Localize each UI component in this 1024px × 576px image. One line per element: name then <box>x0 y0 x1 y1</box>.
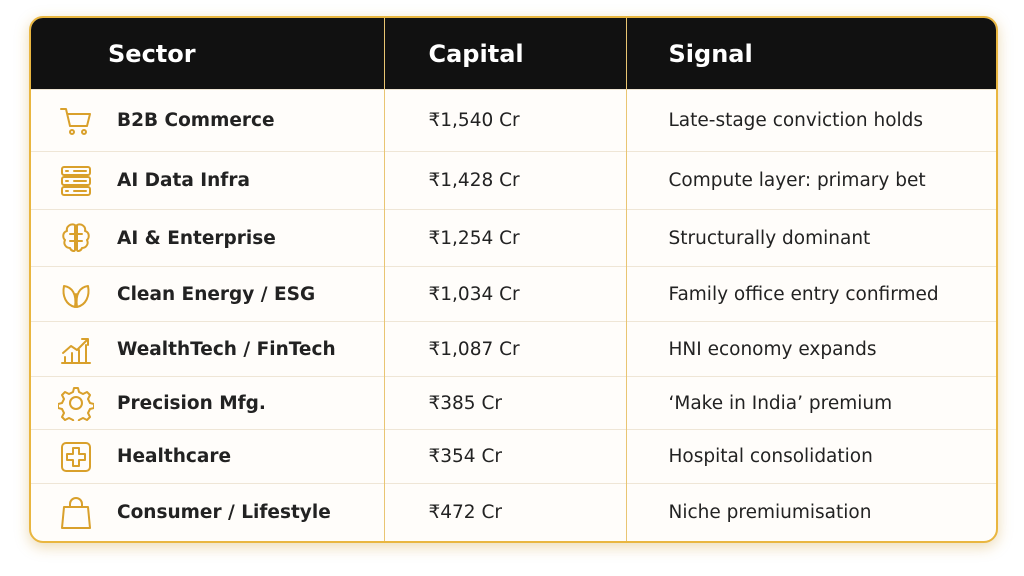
cell-text: Consumer / Lifestyle <box>117 502 331 524</box>
cell-content: ₹1,254 Cr <box>385 228 626 249</box>
cell-text: B2B Commerce <box>117 110 275 131</box>
table-row: AI & Enterprise ₹1,254 Cr Structurally dom… <box>31 209 997 267</box>
cart-icon <box>60 107 91 135</box>
cell-content: ₹1,428 Cr <box>385 170 626 191</box>
cell-content: WealthTech / FinTech <box>31 331 384 367</box>
table-row: Consumer / Lifestyle ₹472 Cr Niche premium… <box>31 483 997 541</box>
cell-text: Compute layer: primary bet <box>668 170 926 191</box>
cell-text: AI Data Infra <box>117 170 250 191</box>
header-cell: Capital <box>383 18 626 90</box>
table-cell: Late-stage conviction holds <box>625 89 997 152</box>
header-cell: Signal <box>625 18 996 90</box>
cell-content: Consumer / Lifestyle <box>31 495 384 531</box>
cell-content: AI Data Infra <box>31 163 384 199</box>
cell-content: ₹1,087 Cr <box>385 339 626 360</box>
bag-icon <box>61 496 91 529</box>
gear-icon <box>58 387 94 421</box>
table-cell: Precision Mfg. <box>31 376 384 430</box>
cell-content: Healthcare <box>31 439 384 475</box>
table-cell: ₹1,254 Cr <box>383 209 626 267</box>
table-cell: AI Data Infra <box>31 151 384 210</box>
cell-text: ₹1,254 Cr <box>428 227 520 249</box>
cell-content: ₹354 Cr <box>385 446 626 467</box>
cell-content: Structurally dominant <box>627 228 997 249</box>
table-row: Healthcare ₹354 Cr Hospital consolidation <box>31 429 997 484</box>
cell-content: ‘Make in India’ premium <box>627 393 997 414</box>
table-cell: WealthTech / FinTech <box>31 321 384 377</box>
cell-text: Hospital consolidation <box>668 446 873 467</box>
cell-content: Family office entry confirmed <box>627 284 997 305</box>
table: Sector Capital Signal B2B Commerce ₹1,540… <box>31 18 997 541</box>
table-cell: ₹472 Cr <box>383 483 626 541</box>
table-cell: ₹354 Cr <box>383 429 626 484</box>
cell-text: ₹385 Cr <box>428 392 503 414</box>
cell-content: Precision Mfg. <box>31 385 384 421</box>
table-cell: ₹385 Cr <box>383 376 626 430</box>
cell-text: AI & Enterprise <box>117 227 276 249</box>
cell-content: ₹1,034 Cr <box>385 284 626 305</box>
table-cell: Niche premiumisation <box>625 483 997 541</box>
table-cell: ₹1,428 Cr <box>383 151 626 210</box>
table-cell: Family office entry confirmed <box>625 266 997 322</box>
table-row: Clean Energy / ESG ₹1,034 Cr Family office… <box>31 266 997 322</box>
table-row: Precision Mfg. ₹385 Cr ‘Make in India’ pre… <box>31 376 997 430</box>
cell-content: Hospital consolidation <box>627 446 997 467</box>
cell-content: ₹1,540 Cr <box>385 110 626 131</box>
cell-text: ₹1,540 Cr <box>428 110 520 131</box>
cell-text: ‘Make in India’ premium <box>668 392 893 414</box>
cell-content: ₹385 Cr <box>385 393 626 414</box>
leaf-icon <box>62 285 90 308</box>
cell-text: Structurally dominant <box>668 227 871 249</box>
table-cell: HNI economy expands <box>625 321 997 377</box>
cell-text: Niche premiumisation <box>668 502 872 524</box>
cell-content: Late-stage conviction holds <box>627 110 997 131</box>
cell-text: WealthTech / FinTech <box>117 338 336 360</box>
cell-content: B2B Commerce <box>31 103 384 139</box>
cell-text: HNI economy expands <box>668 338 877 360</box>
cell-text: ₹472 Cr <box>428 502 503 524</box>
cell-text: ₹1,087 Cr <box>428 338 520 360</box>
cell-text: ₹354 Cr <box>428 446 503 467</box>
cell-text: Late-stage conviction holds <box>668 110 924 131</box>
table-cell: AI & Enterprise <box>31 209 384 267</box>
table-cell: B2B Commerce <box>31 89 384 152</box>
table-cell: Consumer / Lifestyle <box>31 483 384 541</box>
growth-icon <box>61 338 91 364</box>
cell-text: Precision Mfg. <box>117 392 266 414</box>
cell-content: Niche premiumisation <box>627 502 997 523</box>
cell-text: Family office entry confirmed <box>668 283 939 305</box>
cell-text: ₹1,034 Cr <box>428 283 520 305</box>
table-body: B2B Commerce ₹1,540 Cr Late-stage convicti… <box>31 89 997 541</box>
cell-content: ₹472 Cr <box>385 502 626 523</box>
table-cell: Compute layer: primary bet <box>625 151 997 210</box>
table-row: WealthTech / FinTech ₹1,087 Cr HNI economy… <box>31 321 997 377</box>
cell-content: Clean Energy / ESG <box>31 276 384 312</box>
cell-text: Clean Energy / ESG <box>117 283 316 305</box>
cell-text: ₹1,428 Cr <box>428 170 520 191</box>
cell-content: Compute layer: primary bet <box>627 170 997 191</box>
table-cell: ₹1,540 Cr <box>383 89 626 152</box>
cell-content: AI & Enterprise <box>31 220 384 256</box>
table-row: B2B Commerce ₹1,540 Cr Late-stage convicti… <box>31 89 997 152</box>
cell-content: HNI economy expands <box>627 339 997 360</box>
table-cell: Hospital consolidation <box>625 429 997 484</box>
header-row: Sector Capital Signal <box>31 18 996 90</box>
brain-icon <box>62 223 90 253</box>
table-cell: ₹1,034 Cr <box>383 266 626 322</box>
header-cell: Sector <box>31 18 384 90</box>
health-icon <box>61 441 91 472</box>
table-cell: Healthcare <box>31 429 384 484</box>
sector-table: Sector Capital Signal B2B Commerce ₹1,540… <box>29 16 998 543</box>
table-cell: ‘Make in India’ premium <box>625 376 997 430</box>
server-icon <box>61 165 91 196</box>
cell-text: Healthcare <box>117 446 231 467</box>
table-cell: Structurally dominant <box>625 209 997 267</box>
table-cell: Clean Energy / ESG <box>31 266 384 322</box>
table-row: AI Data Infra ₹1,428 Cr Compute layer: pri… <box>31 151 997 210</box>
table-cell: ₹1,087 Cr <box>383 321 626 377</box>
